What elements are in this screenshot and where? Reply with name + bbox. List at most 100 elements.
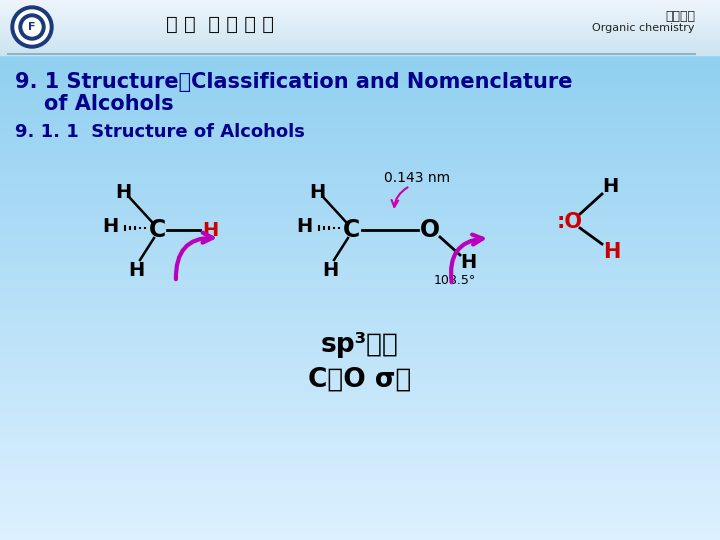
Bar bbox=[0, 242, 720, 243]
Text: C－O σ键: C－O σ键 bbox=[308, 367, 412, 393]
Bar bbox=[0, 462, 720, 463]
Bar bbox=[0, 377, 720, 378]
Bar bbox=[0, 429, 720, 430]
Bar bbox=[0, 493, 720, 494]
Bar bbox=[0, 539, 720, 540]
Bar bbox=[0, 434, 720, 435]
Bar bbox=[0, 385, 720, 386]
Bar bbox=[0, 220, 720, 221]
Bar bbox=[0, 245, 720, 246]
Bar bbox=[0, 115, 720, 116]
Bar bbox=[0, 59, 720, 60]
Bar bbox=[0, 149, 720, 150]
Bar bbox=[0, 365, 720, 366]
Bar bbox=[0, 218, 720, 219]
Bar bbox=[0, 424, 720, 425]
Bar bbox=[0, 396, 720, 397]
Bar bbox=[0, 476, 720, 477]
Bar bbox=[0, 70, 720, 71]
Bar bbox=[0, 510, 720, 511]
Bar bbox=[0, 54, 720, 55]
Bar bbox=[0, 334, 720, 335]
Bar bbox=[0, 128, 720, 129]
Bar bbox=[0, 30, 720, 31]
Bar bbox=[0, 143, 720, 144]
Bar bbox=[0, 229, 720, 230]
Bar bbox=[0, 206, 720, 207]
Bar bbox=[0, 327, 720, 328]
Bar bbox=[0, 360, 720, 361]
Circle shape bbox=[15, 10, 49, 44]
Bar bbox=[0, 350, 720, 351]
Bar bbox=[0, 17, 720, 18]
Bar bbox=[0, 421, 720, 422]
Bar bbox=[0, 271, 720, 272]
Bar bbox=[0, 6, 720, 7]
Bar bbox=[0, 291, 720, 292]
Bar bbox=[0, 449, 720, 450]
Bar bbox=[0, 485, 720, 486]
Bar bbox=[0, 83, 720, 84]
Bar bbox=[0, 151, 720, 152]
Bar bbox=[0, 239, 720, 240]
Bar bbox=[0, 345, 720, 346]
Bar bbox=[0, 1, 720, 2]
Bar bbox=[0, 263, 720, 264]
Bar bbox=[0, 349, 720, 350]
Bar bbox=[0, 7, 720, 8]
Bar bbox=[0, 279, 720, 280]
Bar bbox=[0, 284, 720, 285]
Text: H: H bbox=[115, 183, 131, 201]
Bar bbox=[0, 316, 720, 317]
Bar bbox=[0, 329, 720, 330]
Bar bbox=[0, 80, 720, 81]
Bar bbox=[0, 442, 720, 443]
Bar bbox=[0, 361, 720, 362]
Bar bbox=[0, 46, 720, 47]
Bar bbox=[0, 175, 720, 176]
Text: H: H bbox=[128, 260, 144, 280]
Bar bbox=[0, 446, 720, 447]
Bar bbox=[0, 10, 720, 11]
Bar bbox=[0, 523, 720, 524]
Bar bbox=[0, 170, 720, 171]
Bar bbox=[0, 33, 720, 34]
Bar bbox=[0, 507, 720, 508]
Bar bbox=[0, 48, 720, 49]
Bar bbox=[0, 372, 720, 373]
Bar bbox=[0, 3, 720, 4]
Bar bbox=[0, 0, 720, 1]
Bar bbox=[0, 11, 720, 12]
Bar bbox=[0, 450, 720, 451]
Text: 108.5°: 108.5° bbox=[434, 273, 476, 287]
Bar bbox=[0, 192, 720, 193]
Bar bbox=[0, 44, 720, 45]
Bar bbox=[0, 84, 720, 85]
Bar bbox=[0, 52, 720, 53]
Bar bbox=[0, 427, 720, 428]
Bar bbox=[0, 538, 720, 539]
Text: H: H bbox=[309, 183, 325, 201]
Bar bbox=[0, 150, 720, 151]
Bar bbox=[0, 201, 720, 202]
Bar bbox=[0, 341, 720, 342]
Bar bbox=[0, 250, 720, 251]
Bar bbox=[0, 45, 720, 46]
Bar bbox=[0, 398, 720, 399]
Bar bbox=[0, 324, 720, 325]
Bar bbox=[0, 299, 720, 300]
Bar bbox=[0, 527, 720, 528]
Bar bbox=[0, 210, 720, 211]
Bar bbox=[0, 230, 720, 231]
Bar bbox=[0, 408, 720, 409]
Text: O: O bbox=[420, 218, 440, 242]
Bar bbox=[0, 46, 720, 47]
Bar bbox=[0, 188, 720, 189]
Text: C: C bbox=[149, 218, 166, 242]
Bar bbox=[0, 519, 720, 520]
Bar bbox=[0, 36, 720, 37]
Bar bbox=[0, 134, 720, 135]
Bar bbox=[0, 168, 720, 169]
Bar bbox=[0, 505, 720, 506]
Bar bbox=[0, 535, 720, 536]
